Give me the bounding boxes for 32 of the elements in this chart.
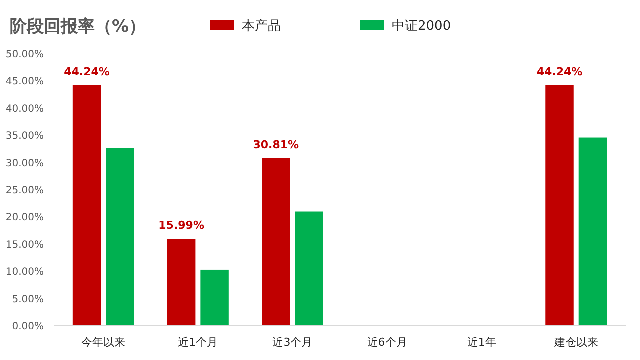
y-tick-label: 5.00% [12,294,44,306]
y-tick-label: 35.00% [6,131,44,142]
x-tick-label: 近1年 [467,336,496,349]
data-label: 15.99% [158,219,204,232]
x-tick-label: 今年以来 [82,336,126,349]
y-tick-label: 25.00% [6,186,44,196]
bar [72,85,102,326]
bar [200,270,229,326]
x-tick-label: 近3个月 [272,336,313,349]
bar [295,212,324,326]
y-tick-label: 20.00% [6,212,44,224]
y-tick-label: 40.00% [6,104,44,115]
data-label: 44.24% [536,65,583,78]
x-tick-label: 建仓以来 [553,336,598,349]
bar [578,138,608,326]
y-tick-label: 15.00% [6,240,44,251]
bar [106,148,134,326]
legend-label: 本产品 [242,19,281,34]
y-tick-label: 10.00% [6,267,44,278]
data-label: 30.81% [253,138,300,152]
x-tick-label: 近6个月 [367,336,408,349]
y-tick-label: 45.00% [6,76,44,88]
y-tick-label: 30.00% [6,158,44,170]
data-label: 44.24% [64,65,110,78]
bar [546,85,574,326]
chart-title: 阶段回报率（%） [10,17,146,37]
bar [262,158,290,326]
legend-label: 中证2000 [392,19,452,34]
bar [167,239,196,326]
y-tick-label: 0.00% [12,322,44,332]
y-tick-label: 50.00% [6,50,44,60]
x-tick-label: 近1个月 [178,336,218,349]
